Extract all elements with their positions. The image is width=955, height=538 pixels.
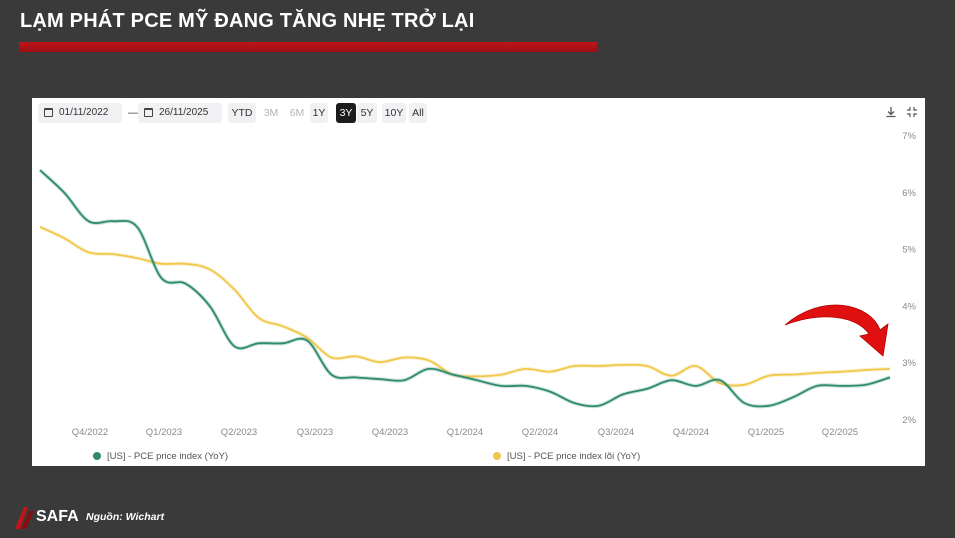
y-tick-label: 7% (902, 131, 916, 142)
x-tick-label: Q2/2024 (522, 427, 558, 438)
x-tick-label: Q1/2025 (748, 427, 784, 438)
y-tick-label: 5% (902, 245, 916, 256)
calendar-icon (44, 108, 53, 117)
range-button-ytd[interactable]: YTD (228, 103, 256, 123)
y-tick-label: 3% (902, 358, 916, 369)
start-date-value: 01/11/2022 (59, 107, 109, 118)
title-underline-bar (19, 42, 597, 52)
series-layer (38, 168, 891, 409)
x-tick-label: Q4/2022 (72, 427, 108, 438)
legend-label[interactable]: [US] - PCE price index (YoY) (107, 451, 228, 462)
x-tick-label: Q3/2024 (598, 427, 634, 438)
x-tick-label: Q1/2023 (146, 427, 182, 438)
range-button-6m[interactable]: 6M (289, 107, 305, 119)
range-button-5y[interactable]: 5Y (357, 103, 377, 123)
end-date-picker[interactable]: 26/11/2025 (138, 103, 222, 123)
series-line-halo (39, 225, 891, 388)
range-button-all[interactable]: All (409, 103, 427, 123)
x-tick-label: Q1/2024 (447, 427, 483, 438)
series-line-pce-headline[interactable] (39, 169, 891, 408)
logo-text: SAFA (36, 508, 79, 525)
legend-label[interactable]: [US] - PCE price index lõi (YoY) (507, 451, 640, 462)
date-separator: — (128, 107, 139, 119)
fullscreen-icon[interactable] (906, 106, 918, 118)
range-button-3m[interactable]: 3M (263, 107, 279, 119)
legend-marker (493, 452, 501, 460)
x-axis: Q4/2022 Q1/2023 Q2/2023 Q3/2023 Q4/2023 Q1/20… (72, 427, 858, 438)
series-line-pce-core[interactable] (39, 226, 891, 387)
y-tick-label: 4% (902, 301, 916, 312)
chart-panel: 01/11/2022 — 26/11/2025 YTD 3M 6M 1Y 3Y 5Y 10Y… (32, 98, 925, 466)
safa-logo: SAFA (12, 505, 79, 531)
end-date-value: 26/11/2025 (159, 107, 209, 118)
start-date-picker[interactable]: 01/11/2022 (38, 103, 122, 123)
x-tick-label: Q2/2023 (221, 427, 257, 438)
chart-legend: [US] - PCE price index (YoY) [US] - PCE p… (93, 451, 640, 462)
x-tick-label: Q4/2023 (372, 427, 408, 438)
y-axis: 7% 6% 5% 4% 3% 2% (902, 131, 916, 426)
trend-arrow-icon (784, 304, 889, 357)
x-tick-label: Q4/2024 (673, 427, 709, 438)
y-tick-label: 6% (902, 188, 916, 199)
download-icon[interactable] (885, 106, 897, 118)
line-chart: 7% 6% 5% 4% 3% 2% Q4/2022 Q1/2023 Q2/2023 Q3/202… (38, 131, 917, 462)
range-button-10y[interactable]: 10Y (382, 103, 406, 123)
range-button-3y[interactable]: 3Y (336, 103, 356, 123)
range-button-1y[interactable]: 1Y (310, 103, 328, 123)
legend-marker (93, 452, 101, 460)
calendar-icon (144, 108, 153, 117)
x-tick-label: Q3/2023 (297, 427, 333, 438)
series-line-halo (38, 168, 891, 409)
y-tick-label: 2% (902, 415, 916, 426)
x-tick-label: Q2/2025 (822, 427, 858, 438)
source-caption: Nguồn: Wichart (86, 511, 165, 523)
page-title: LẠM PHÁT PCE MỸ ĐANG TĂNG NHẸ TRỞ LẠI (20, 10, 475, 32)
